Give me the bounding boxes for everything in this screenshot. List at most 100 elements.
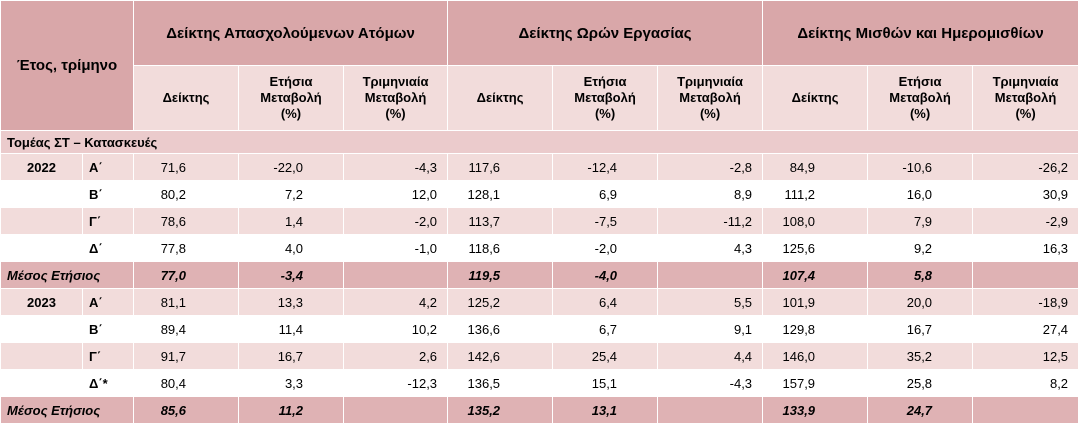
- table-row: Δ΄ 77,8 4,0 -1,0 118,6 -2,0 4,3 125,6 9,2 16,3: [0, 234, 1078, 262]
- quarter: Α΄: [81, 153, 135, 181]
- empty-cell: [343, 396, 449, 424]
- empty-cell: [343, 261, 449, 289]
- value-cell: -10,6: [867, 153, 974, 181]
- value-cell: 91,7: [133, 342, 240, 370]
- table-row: Δείκτης Ετήσια Μεταβολή (%) Τριμηνιαία Μετ…: [1, 65, 1078, 131]
- quarter: Β΄: [81, 180, 135, 208]
- value-cell: -2,0: [343, 207, 449, 235]
- value-cell: 84,9: [762, 153, 869, 181]
- year: 2022: [0, 153, 83, 181]
- quarter: Δ΄*: [81, 369, 135, 397]
- value-cell: 6,4: [552, 288, 659, 316]
- mean-value: 5,8: [867, 261, 974, 289]
- mean-value: -4,0: [552, 261, 659, 289]
- value-cell: 25,4: [552, 342, 659, 370]
- quarter: Α΄: [81, 288, 135, 316]
- value-cell: -12,3: [343, 369, 449, 397]
- year-empty: [0, 369, 83, 397]
- sub-header: Δείκτης: [133, 65, 240, 131]
- value-cell: 78,6: [133, 207, 240, 235]
- mean-label: Μέσος Ετήσιος: [0, 396, 135, 424]
- value-cell: 6,9: [552, 180, 659, 208]
- value-cell: -2,9: [972, 207, 1078, 235]
- value-cell: 12,0: [343, 180, 449, 208]
- year-empty: [0, 315, 83, 343]
- value-cell: -7,5: [552, 207, 659, 235]
- value-cell: 15,1: [552, 369, 659, 397]
- value-cell: 81,1: [133, 288, 240, 316]
- sub-header: Ετήσια Μεταβολή (%): [552, 65, 659, 131]
- value-cell: 108,0: [762, 207, 869, 235]
- value-cell: 113,7: [447, 207, 554, 235]
- value-cell: 3,3: [238, 369, 345, 397]
- value-cell: 136,6: [447, 315, 554, 343]
- table-row: Μέσος Ετήσιος 77,0 -3,4 119,5 -4,0 107,4 5,8: [0, 261, 1078, 289]
- value-cell: 30,9: [972, 180, 1078, 208]
- value-cell: 16,7: [867, 315, 974, 343]
- mean-value: 107,4: [762, 261, 869, 289]
- sub-header: Τριμηνιαία Μεταβολή (%): [972, 65, 1078, 131]
- value-cell: -22,0: [238, 153, 345, 181]
- year-empty: [0, 207, 83, 235]
- empty-cell: [657, 261, 764, 289]
- value-cell: 6,7: [552, 315, 659, 343]
- value-cell: 35,2: [867, 342, 974, 370]
- value-cell: 4,0: [238, 234, 345, 262]
- table-row: 2023 Α΄ 81,1 13,3 4,2 125,2 6,4 5,5 101,9 20,0 -18…: [0, 288, 1078, 316]
- mean-value: 133,9: [762, 396, 869, 424]
- value-cell: 10,2: [343, 315, 449, 343]
- value-cell: 16,7: [238, 342, 345, 370]
- table-row: Γ΄ 91,7 16,7 2,6 142,6 25,4 4,4 146,0 35,2 12,5: [0, 342, 1078, 370]
- value-cell: 80,4: [133, 369, 240, 397]
- value-cell: 9,2: [867, 234, 974, 262]
- value-cell: 20,0: [867, 288, 974, 316]
- mean-value: 11,2: [238, 396, 345, 424]
- value-cell: -26,2: [972, 153, 1078, 181]
- year: 2023: [0, 288, 83, 316]
- value-cell: 101,9: [762, 288, 869, 316]
- value-cell: -1,0: [343, 234, 449, 262]
- value-cell: 16,0: [867, 180, 974, 208]
- table-row: Τομέας ΣΤ – Κατασκευές: [0, 130, 1078, 154]
- mean-value: 24,7: [867, 396, 974, 424]
- sub-header: Τριμηνιαία Μεταβολή (%): [343, 65, 449, 131]
- sub-header: Ετήσια Μεταβολή (%): [867, 65, 974, 131]
- value-cell: 125,2: [447, 288, 554, 316]
- mean-value: 119,5: [447, 261, 554, 289]
- value-cell: -11,2: [657, 207, 764, 235]
- quarter: Γ΄: [81, 207, 135, 235]
- value-cell: 1,4: [238, 207, 345, 235]
- value-cell: 4,3: [657, 234, 764, 262]
- value-cell: 7,2: [238, 180, 345, 208]
- mean-value: 135,2: [447, 396, 554, 424]
- value-cell: 8,2: [972, 369, 1078, 397]
- value-cell: 4,4: [657, 342, 764, 370]
- value-cell: 7,9: [867, 207, 974, 235]
- value-cell: 12,5: [972, 342, 1078, 370]
- value-cell: 117,6: [447, 153, 554, 181]
- value-cell: 27,4: [972, 315, 1078, 343]
- value-cell: 13,3: [238, 288, 345, 316]
- value-cell: -18,9: [972, 288, 1078, 316]
- value-cell: -12,4: [552, 153, 659, 181]
- table-row: Μέσος Ετήσιος 85,6 11,2 135,2 13,1 133,9 24,7: [0, 396, 1078, 424]
- mean-value: 13,1: [552, 396, 659, 424]
- value-cell: 16,3: [972, 234, 1078, 262]
- value-cell: 157,9: [762, 369, 869, 397]
- table-row: Γ΄ 78,6 1,4 -2,0 113,7 -7,5 -11,2 108,0 7,9 -2,9: [0, 207, 1078, 235]
- value-cell: 8,9: [657, 180, 764, 208]
- mean-value: -3,4: [238, 261, 345, 289]
- value-cell: 77,8: [133, 234, 240, 262]
- quarter: Γ΄: [81, 342, 135, 370]
- value-cell: -2,0: [552, 234, 659, 262]
- table-row: 2022 Α΄ 71,6 -22,0 -4,3 117,6 -12,4 -2,8 84,9 -10…: [0, 153, 1078, 181]
- value-cell: -4,3: [343, 153, 449, 181]
- value-cell: 146,0: [762, 342, 869, 370]
- empty-cell: [657, 396, 764, 424]
- empty-cell: [972, 261, 1078, 289]
- mean-value: 77,0: [133, 261, 240, 289]
- group-header: Δείκτης Μισθών και Ημερομισθίων: [762, 0, 1078, 66]
- empty-cell: [972, 396, 1078, 424]
